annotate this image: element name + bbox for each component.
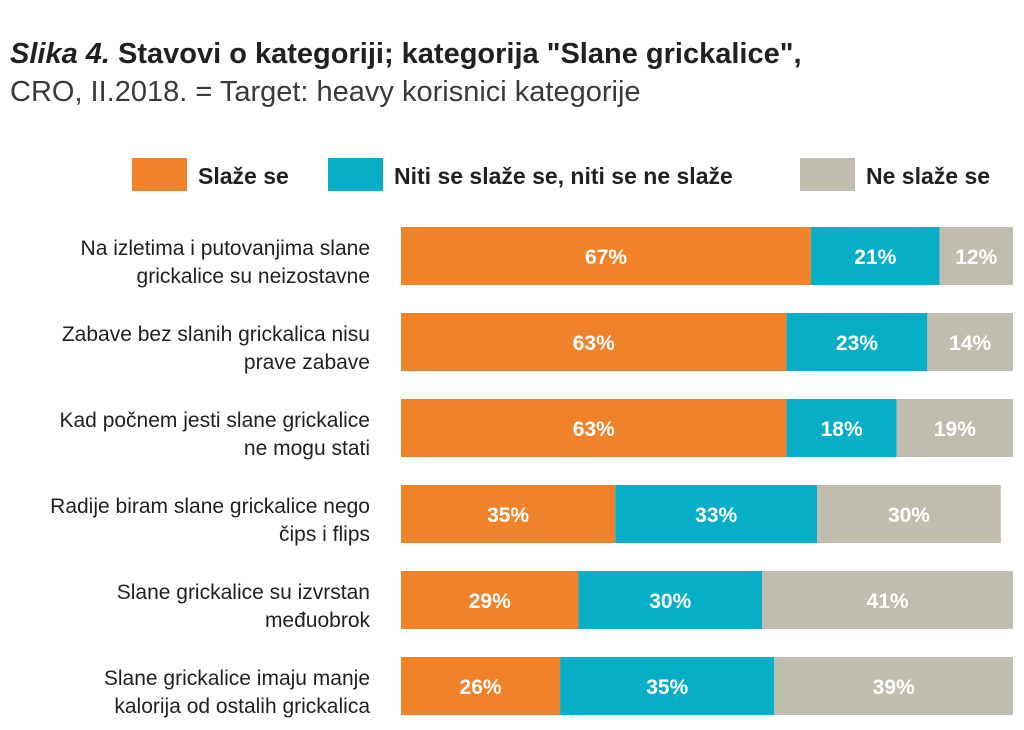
bar-segment xyxy=(927,313,1013,371)
category-label-line: Slane grickalice imaju manje xyxy=(104,667,370,690)
data-label: 30% xyxy=(649,590,691,613)
category-label: Na izletima i putovanjima slane grickalic… xyxy=(81,237,370,288)
legend-label: Ne slaže se xyxy=(866,163,990,189)
title-text: Stavovi o kategoriji; kategorija "Slane … xyxy=(118,38,802,70)
bar-segment xyxy=(401,399,787,457)
category-label: Zabave bez slanih grickalica nisu prave z… xyxy=(62,323,370,374)
bar-row: Kad počnem jesti slane grickalice ne mogu… xyxy=(60,399,1013,460)
bar-segment xyxy=(560,657,775,715)
category-label: Slane grickalice su izvrstan međuobrok xyxy=(117,581,371,632)
category-label: Radije biram slane grickalice nego čips i… xyxy=(50,495,370,546)
legend-swatch xyxy=(800,158,855,191)
bar-row: Radije biram slane grickalice nego čips i… xyxy=(50,485,1001,546)
data-label: 30% xyxy=(888,504,930,527)
bar-segment xyxy=(401,485,616,543)
bar-segment xyxy=(401,313,787,371)
category-label: Kad počnem jesti slane grickalice ne mogu… xyxy=(60,409,371,460)
bar-segment xyxy=(896,399,1013,457)
data-label: 41% xyxy=(867,590,909,613)
data-label: 35% xyxy=(487,504,529,527)
legend: Slaže se Niti se slaže se, niti se ne sla… xyxy=(132,158,990,191)
bar-segment xyxy=(817,485,1001,543)
bar-segment xyxy=(939,227,1013,285)
bar-segment xyxy=(811,227,940,285)
category-label-line: ne mogu stati xyxy=(244,437,370,460)
category-label-line: Na izletima i putovanjima slane xyxy=(81,237,370,260)
bar-segment xyxy=(786,399,897,457)
bar-row: Zabave bez slanih grickalica nisu prave z… xyxy=(62,313,1013,374)
data-label: 23% xyxy=(836,332,878,355)
bar-segment xyxy=(615,485,818,543)
data-label: 33% xyxy=(695,504,737,527)
data-label: 29% xyxy=(469,590,511,613)
chart-subtitle: CRO, II.2018. = Target: heavy korisnici … xyxy=(10,76,641,108)
data-label: 67% xyxy=(585,246,627,269)
category-label-line: Radije biram slane grickalice nego xyxy=(50,495,370,518)
bar-row: Slane grickalice su izvrstan međuobrok 29%… xyxy=(117,571,1013,632)
category-label: Slane grickalice imaju manje kalorija od … xyxy=(104,667,370,718)
legend-swatch xyxy=(132,158,187,191)
data-label: 26% xyxy=(460,676,502,699)
data-label: 63% xyxy=(573,332,615,355)
bar-row: Na izletima i putovanjima slane grickalic… xyxy=(81,227,1013,288)
bar-segment xyxy=(401,227,812,285)
bar-segment xyxy=(786,313,928,371)
legend-label: Niti se slaže se, niti se ne slaže xyxy=(394,163,733,189)
bar-segment xyxy=(578,571,763,629)
data-label: 14% xyxy=(949,332,991,355)
bar-row: Slane grickalice imaju manje kalorija od … xyxy=(104,657,1013,718)
data-label: 12% xyxy=(955,246,997,269)
data-label: 21% xyxy=(854,246,896,269)
data-label: 35% xyxy=(646,676,688,699)
bar-segment xyxy=(401,571,579,629)
legend-label: Slaže se xyxy=(198,163,289,189)
category-label-line: Zabave bez slanih grickalica nisu xyxy=(62,323,370,346)
chart-title: Slika 4. Stavovi o kategoriji; kategorij… xyxy=(10,36,802,72)
category-label-line: kalorija od ostalih grickalica xyxy=(114,695,370,718)
category-label-line: prave zabave xyxy=(244,351,370,374)
category-label-line: grickalice su neizostavne xyxy=(137,265,370,288)
data-label: 19% xyxy=(934,418,976,441)
bar-segment xyxy=(762,571,1013,629)
category-label-line: međuobrok xyxy=(265,609,371,632)
data-label: 63% xyxy=(573,418,615,441)
category-label-line: Kad počnem jesti slane grickalice xyxy=(60,409,371,432)
data-label: 18% xyxy=(821,418,863,441)
category-label-line: Slane grickalice su izvrstan xyxy=(117,581,370,604)
data-label: 39% xyxy=(873,676,915,699)
category-label-line: čips i flips xyxy=(279,523,370,546)
figure-number: Slika 4. xyxy=(10,38,110,70)
bar-segment xyxy=(401,657,561,715)
bar-segment xyxy=(774,657,1013,715)
legend-swatch xyxy=(328,158,383,191)
